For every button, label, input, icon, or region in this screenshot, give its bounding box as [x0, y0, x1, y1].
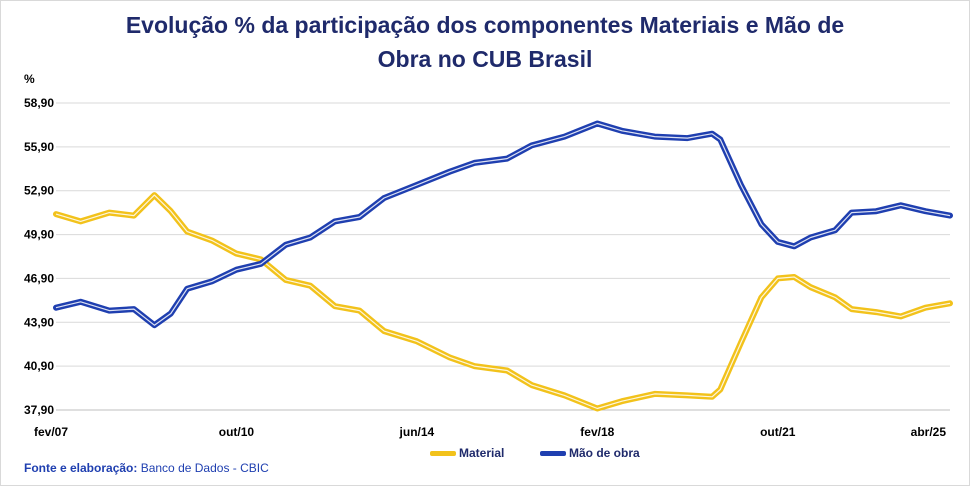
legend-label-mao-de-obra: Mão de obra	[569, 446, 640, 460]
series-line-material	[53, 192, 953, 412]
source-label: Fonte e elaboração:	[24, 461, 138, 475]
y-tick-labels: 58,90 55,90 52,90 49,90 46,90 43,90 40,90 37,90	[24, 96, 54, 417]
grid-lines	[56, 102, 950, 411]
y-tick-label: 40,90	[24, 359, 54, 373]
legend-label-material: Material	[459, 446, 505, 460]
series-line-mao-de-obra	[53, 120, 953, 329]
y-tick-label: 43,90	[24, 315, 54, 329]
y-tick-label: 52,90	[24, 184, 54, 198]
series-line-highlight-material	[55, 194, 951, 410]
x-tick-labels: fev/07 out/10 jun/14 fev/18 out/21 abr/25	[34, 425, 946, 439]
y-tick-label: 37,90	[24, 403, 54, 417]
legend-item-mao-de-obra: Mão de obra	[540, 446, 640, 460]
series-lines	[53, 120, 953, 412]
y-tick-label: 58,90	[24, 96, 54, 110]
x-tick-label: out/10	[219, 425, 255, 439]
x-tick-label: out/21	[760, 425, 796, 439]
x-tick-label: jun/14	[399, 425, 435, 439]
chart-title: Evolução % da participação dos component…	[0, 8, 970, 76]
x-tick-label: fev/18	[580, 425, 614, 439]
chart-title-line-1: Evolução % da participação dos component…	[125, 12, 845, 38]
y-tick-label: 49,90	[24, 228, 54, 242]
legend-item-material: Material	[430, 446, 504, 460]
series-line-highlight-mao-de-obra	[55, 122, 951, 326]
y-tick-label: 46,90	[24, 271, 54, 285]
x-tick-label: abr/25	[911, 425, 947, 439]
chart-title-line-2: Obra no CUB Brasil	[377, 46, 593, 72]
legend-swatch-mao-de-obra	[540, 450, 566, 456]
x-tick-label: fev/07	[34, 425, 68, 439]
legend-swatch-material	[430, 450, 456, 456]
y-tick-label: 55,90	[24, 140, 54, 154]
source-text: Banco de Dados - CBIC	[137, 461, 269, 475]
source-note: Fonte e elaboração: Banco de Dados - CBI…	[24, 461, 269, 475]
y-axis-unit-label: %	[24, 72, 35, 86]
